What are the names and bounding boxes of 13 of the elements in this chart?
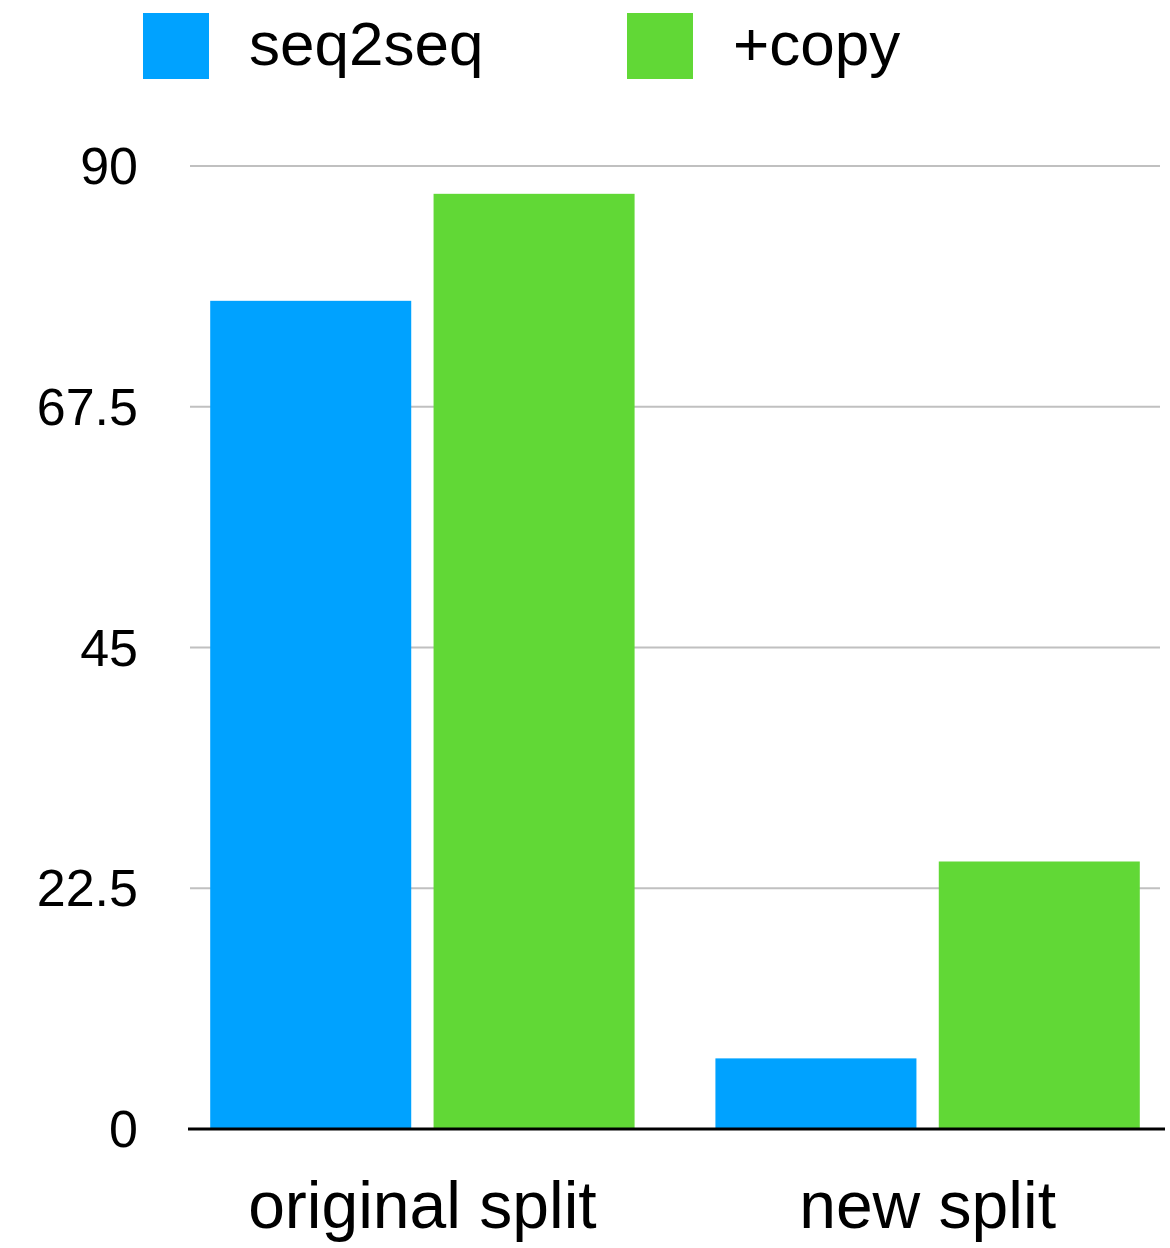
y-tick-label: 22.5 [36, 859, 138, 918]
y-tick-label: 67.5 [36, 377, 138, 436]
bar [715, 1058, 917, 1129]
y-tick-label: 90 [80, 137, 138, 196]
legend-label: +copy [733, 9, 901, 78]
x-tick-label: original split [248, 1168, 597, 1242]
y-tick-label: 45 [80, 618, 138, 677]
bar [210, 300, 412, 1129]
legend-label: seq2seq [249, 9, 484, 78]
y-tick-label: 0 [109, 1100, 138, 1159]
bar [433, 193, 635, 1129]
x-tick-label: new split [799, 1168, 1056, 1242]
bar [938, 861, 1140, 1129]
